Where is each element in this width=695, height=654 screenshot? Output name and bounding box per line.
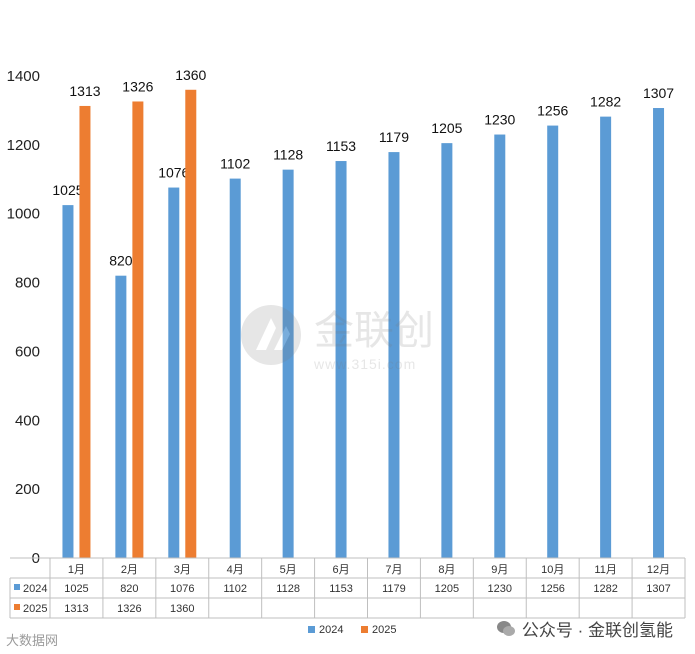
bar-2024-2 [168, 187, 180, 558]
bar-2025-2 [185, 89, 197, 559]
bar-2024-0 [62, 205, 74, 558]
table-series-name: 2024 [23, 583, 47, 595]
source-watermark: 大数据网 [6, 633, 59, 648]
wechat-icon [496, 620, 515, 636]
data-label: 1256 [537, 103, 568, 119]
bar-2024-9 [547, 125, 559, 558]
x-category-label: 8月 [438, 564, 455, 576]
table-legend-key [14, 584, 20, 590]
y-tick-label: 600 [15, 343, 40, 360]
x-category-label: 9月 [491, 564, 508, 576]
x-category-label: 7月 [385, 564, 402, 576]
bar-2024-1 [115, 275, 127, 558]
y-tick-label: 800 [15, 275, 40, 292]
table-cell-value: 1205 [435, 583, 459, 595]
x-category-label: 12月 [647, 564, 670, 576]
data-label: 1025 [52, 182, 83, 198]
data-label: 1205 [431, 120, 462, 136]
x-category-label: 5月 [280, 564, 297, 576]
bar-2025-0 [79, 105, 91, 559]
bar-2024-6 [388, 152, 400, 558]
bar-2024-3 [229, 178, 241, 558]
table-cell-value: 1326 [117, 603, 141, 615]
y-tick-label: 1000 [7, 206, 40, 223]
legend-key [361, 626, 368, 633]
table-cell-value: 1256 [540, 583, 564, 595]
table-cell-value: 1076 [170, 583, 194, 595]
table-cell-value: 820 [120, 583, 138, 595]
legend-label: 2025 [372, 624, 396, 636]
table-series-name: 2025 [23, 603, 47, 615]
bar-2024-11 [653, 108, 665, 559]
data-label: 1313 [69, 83, 100, 99]
table-cell-value: 1025 [64, 583, 88, 595]
wechat-account: 公众号 · 金联创氢能 [496, 616, 673, 641]
data-label: 1282 [590, 94, 621, 110]
data-label: 1076 [158, 165, 189, 181]
bar-2024-7 [441, 143, 453, 558]
data-label: 1179 [379, 129, 409, 145]
y-tick-label: 200 [15, 481, 40, 498]
wechat-account-label: 公众号 · 金联创氢能 [521, 621, 673, 640]
data-label: 1102 [220, 156, 250, 172]
table-cell-value: 1230 [488, 583, 512, 595]
x-category-label: 3月 [174, 564, 191, 576]
table-cell-value: 1102 [223, 583, 247, 595]
bar-2024-5 [335, 161, 347, 558]
data-label: 820 [109, 253, 133, 269]
x-category-label: 1月 [68, 564, 85, 576]
x-category-label: 10月 [541, 564, 564, 576]
table-cell-value: 1282 [593, 583, 617, 595]
x-category-label: 4月 [227, 564, 244, 576]
table-cell-value: 1313 [64, 603, 88, 615]
table-cell-value: 1307 [646, 583, 670, 595]
bar-2024-10 [600, 116, 612, 558]
table-legend-key [14, 604, 20, 610]
table-cell-value: 1179 [382, 583, 406, 595]
data-label: 1153 [326, 138, 356, 154]
table-cell-value: 1128 [276, 583, 300, 595]
data-label: 1128 [273, 147, 303, 163]
y-tick-label: 1400 [7, 68, 40, 85]
y-tick-label: 1200 [7, 137, 40, 154]
bar-2024-8 [494, 134, 506, 558]
table-cell-value: 1360 [170, 603, 194, 615]
x-category-label: 6月 [332, 564, 349, 576]
data-label: 1326 [122, 78, 153, 94]
data-label: 1360 [175, 67, 206, 83]
bar-2024-4 [282, 169, 294, 558]
data-label: 1230 [484, 112, 515, 128]
x-category-label: 2月 [121, 564, 138, 576]
table-cell-value: 1153 [329, 583, 353, 595]
bar-2025-1 [132, 101, 144, 558]
y-tick-label: 400 [15, 412, 40, 429]
legend-label: 2024 [319, 624, 343, 636]
data-label: 1307 [643, 85, 674, 101]
legend-key [308, 626, 315, 633]
x-category-label: 11月 [594, 564, 616, 576]
